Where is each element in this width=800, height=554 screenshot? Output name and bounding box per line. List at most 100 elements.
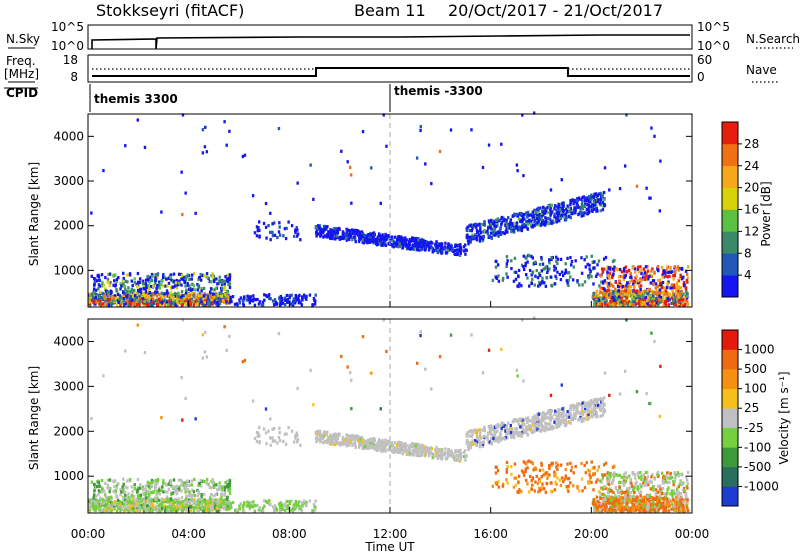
power-cell [663, 286, 667, 290]
velocity-cell [190, 479, 194, 483]
power-cell [535, 215, 539, 219]
velocity-cell [122, 501, 126, 505]
power-cell [131, 283, 134, 288]
velocity-cell [451, 452, 454, 456]
velocity-cell [173, 504, 176, 509]
velocity-cell [99, 496, 102, 500]
power-cell [686, 280, 689, 284]
power-cell [301, 298, 304, 302]
power-cell [100, 273, 104, 277]
power-cell [181, 113, 185, 117]
power-cell [358, 236, 361, 241]
velocity-cell [319, 432, 322, 436]
power-cell [153, 293, 156, 297]
velocity-cell [161, 485, 164, 489]
power-cell [596, 194, 600, 198]
power-cell [174, 294, 177, 298]
power-cell [553, 212, 556, 216]
velocity-cell [397, 440, 400, 444]
velocity-cell [342, 440, 346, 445]
power-cell [186, 283, 190, 288]
power-cell [604, 280, 607, 284]
velocity-cell [190, 496, 193, 500]
power-cell [492, 228, 495, 232]
power-cell [246, 294, 249, 298]
power-cell [663, 270, 666, 274]
power-cell [144, 290, 148, 294]
velocity-cell [447, 447, 450, 452]
power-cell [295, 225, 298, 230]
velocity-cell [398, 448, 401, 452]
power-cell [626, 269, 629, 273]
power-cell [624, 265, 628, 269]
velocity-cell [213, 506, 216, 510]
velocity-cell [131, 502, 135, 506]
power-cell [672, 298, 675, 302]
power-cell [494, 231, 498, 235]
power-cell [515, 226, 518, 230]
power-cell [167, 281, 171, 286]
velocity-cell [277, 435, 281, 440]
power-cell [188, 294, 192, 298]
power-cell [149, 301, 153, 305]
power-cell [331, 231, 335, 236]
power-cell [106, 277, 110, 281]
power-cell [595, 207, 598, 211]
velocity-cell [453, 450, 457, 454]
power-cell [215, 292, 218, 297]
power-cell [136, 284, 139, 288]
power-cell [503, 218, 506, 222]
velocity-cell [336, 434, 339, 438]
velocity-cell [378, 444, 382, 448]
power-cell [192, 294, 195, 298]
power-cell [341, 232, 345, 236]
power-cell [179, 282, 182, 286]
velocity-cell [351, 443, 354, 447]
velocity-cell [94, 494, 98, 498]
power-cell [520, 228, 523, 233]
power-cell [608, 188, 611, 192]
power-cell [345, 238, 348, 242]
power-cell [122, 303, 126, 307]
power-cell [639, 277, 642, 281]
power-cell [629, 272, 633, 276]
velocity-cell [324, 431, 327, 435]
power-cell [136, 271, 140, 276]
power-cell [277, 126, 281, 131]
velocity-cell [102, 504, 105, 508]
power-cell [395, 244, 398, 248]
velocity-cell [367, 438, 370, 442]
power-cell [550, 204, 553, 208]
velocity-cell [382, 447, 385, 451]
velocity-cell [107, 509, 110, 513]
velocity-cell [149, 509, 153, 513]
power-cell [684, 269, 688, 273]
power-cell [616, 267, 619, 272]
velocity-cell [151, 509, 154, 513]
power-cell [368, 238, 372, 242]
power-cell [577, 212, 580, 217]
power-cell [590, 274, 593, 279]
power-cell [602, 267, 605, 272]
power-cell [654, 282, 658, 286]
power-cell [609, 295, 613, 299]
power-cell [512, 225, 515, 230]
power-cell [562, 215, 566, 219]
velocity-cell [436, 450, 440, 454]
velocity-cell [107, 499, 110, 503]
velocity-cell [141, 488, 145, 492]
velocity-cell [189, 508, 193, 513]
velocity-cell [387, 439, 391, 443]
power-cell [471, 235, 474, 239]
velocity-cell [278, 426, 281, 430]
velocity-cell [362, 446, 365, 450]
velocity-cell [427, 454, 431, 458]
power-cell [526, 260, 529, 264]
power-cell [385, 237, 388, 241]
power-cell [531, 214, 534, 219]
power-cell [175, 303, 178, 307]
velocity-cell [92, 502, 95, 507]
velocity-cell [216, 499, 219, 503]
velocity-cell [171, 499, 175, 503]
power-cell [677, 268, 680, 272]
